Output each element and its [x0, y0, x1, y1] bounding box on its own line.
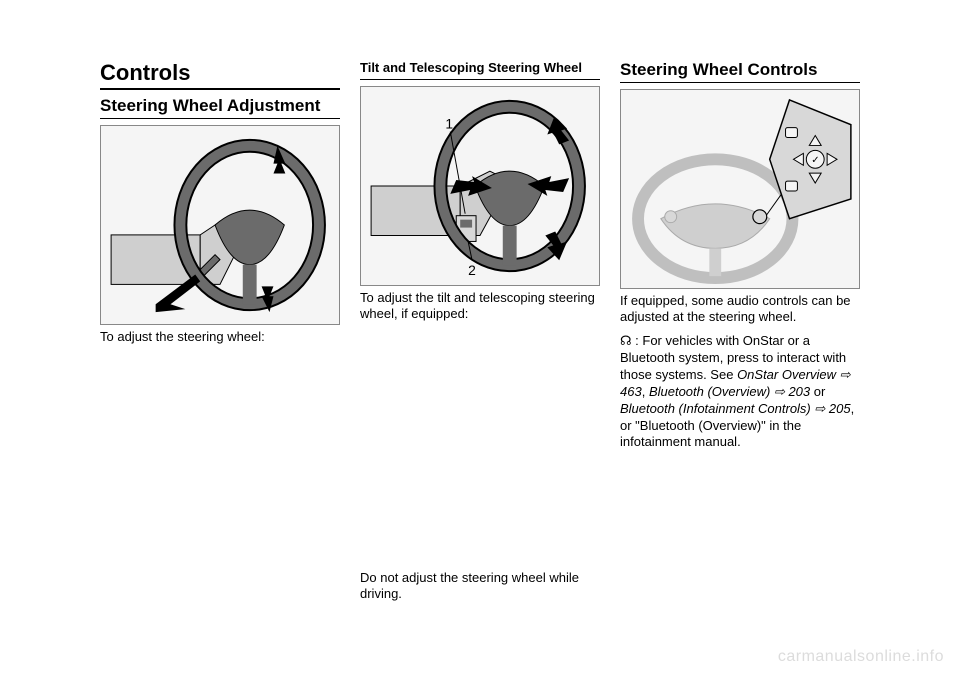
tilt-telescope-heading: Tilt and Telescoping Steering Wheel [360, 60, 600, 75]
figure3-caption: If equipped, some audio controls can be … [620, 293, 860, 326]
bt2-ref: ⇨ 205 [811, 401, 851, 416]
watermark: carmanualsonline.info [778, 648, 944, 666]
figure-wheel-controls: ✓ [620, 89, 860, 289]
steering-controls-heading: Steering Wheel Controls [620, 60, 860, 80]
bluetooth-infotainment-link: Bluetooth (Infotainment Controls) [620, 401, 811, 416]
sep1: , [642, 384, 649, 399]
bluetooth-overview-link: Bluetooth (Overview) [649, 384, 770, 399]
page-content: Controls Steering Wheel Adjustment [100, 60, 860, 610]
figure1-caption: To adjust the steering wheel: [100, 329, 340, 345]
controls-heading: Controls [100, 60, 340, 86]
bt1-ref: ⇨ 203 [770, 384, 810, 399]
figure-steering-adjust [100, 125, 340, 325]
divider-thin [100, 118, 340, 119]
voice-icon: ☊ : [620, 333, 642, 348]
steering-adjustment-heading: Steering Wheel Adjustment [100, 96, 340, 116]
onstar-link: OnStar Overview [737, 367, 836, 382]
figure-tilt-telescope: 1 2 [360, 86, 600, 286]
column-1: Controls Steering Wheel Adjustment [100, 60, 340, 610]
label-1: 1 [445, 116, 453, 132]
do-not-adjust-text: Do not adjust the steering wheel while d… [360, 570, 600, 603]
divider-thick [100, 88, 340, 90]
divider-thin-3 [620, 82, 860, 83]
onstar-bluetooth-paragraph: ☊ : For vehicles with OnStar or a Blueto… [620, 333, 860, 451]
svg-text:✓: ✓ [811, 155, 819, 166]
label-2: 2 [468, 262, 476, 278]
column-2: Tilt and Telescoping Steering Wheel [360, 60, 600, 610]
figure2-caption: To adjust the tilt and telescoping steer… [360, 290, 600, 323]
divider-thin-2 [360, 79, 600, 80]
sep2: or [810, 384, 825, 399]
column-3: Steering Wheel Controls ✓ [620, 60, 860, 610]
